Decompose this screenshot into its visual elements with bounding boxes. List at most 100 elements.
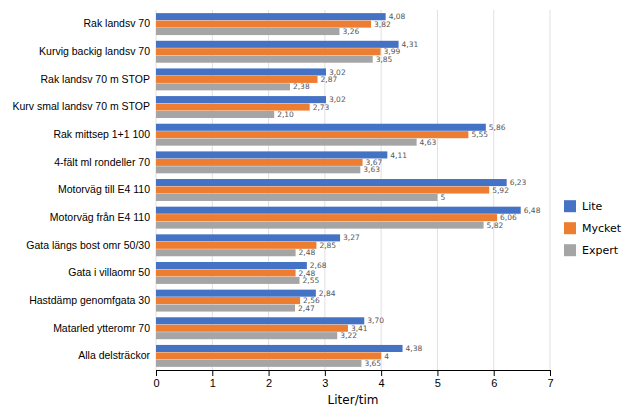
bar-series bbox=[156, 21, 497, 360]
x-axis: 0 1 2 3 4 5 6 7 bbox=[153, 370, 553, 389]
data-label: 6,48 bbox=[524, 206, 541, 215]
bar bbox=[156, 332, 337, 339]
data-label: 3,85 bbox=[376, 55, 393, 64]
x-tick: 0 bbox=[153, 370, 159, 389]
bar bbox=[156, 242, 316, 249]
data-label: 6,23 bbox=[510, 178, 527, 187]
x-tick-mark bbox=[437, 370, 438, 376]
x-tick: 4 bbox=[379, 370, 385, 389]
data-label: 4,08 bbox=[389, 12, 406, 21]
legend-swatch bbox=[564, 244, 576, 256]
bar bbox=[156, 139, 417, 146]
legend-swatch bbox=[564, 222, 576, 234]
y-tick-label: Hastdämp genomfgata 30 bbox=[29, 294, 150, 306]
legend: Lite Mycket Expert bbox=[564, 200, 622, 257]
bar bbox=[156, 345, 403, 352]
y-tick-label: Gata längs bost omr 50/30 bbox=[26, 239, 150, 251]
data-label: 2,47 bbox=[298, 304, 315, 313]
x-tick-label: 5 bbox=[435, 377, 441, 389]
bar bbox=[156, 317, 364, 324]
x-tick-label: 3 bbox=[322, 377, 328, 389]
plot: 4,084,313,023,025,864,116,236,483,272,68… bbox=[12, 10, 553, 389]
bar bbox=[156, 352, 381, 359]
legend-item: Mycket bbox=[564, 222, 622, 235]
data-label: 3,82 bbox=[374, 20, 391, 29]
bar bbox=[156, 262, 307, 269]
bar bbox=[156, 28, 339, 35]
bar bbox=[156, 290, 316, 297]
x-tick-label: 4 bbox=[379, 377, 385, 389]
data-label: 3,02 bbox=[329, 95, 346, 104]
data-label: 4,63 bbox=[420, 138, 437, 147]
grid-line bbox=[550, 10, 551, 370]
legend-label: Mycket bbox=[582, 222, 622, 235]
data-label: 3,70 bbox=[367, 316, 384, 325]
x-tick-label: 2 bbox=[266, 377, 272, 389]
bar bbox=[156, 297, 300, 304]
y-tick-label: Kurv smal landsv 70 m STOP bbox=[12, 100, 150, 112]
bar bbox=[156, 214, 497, 221]
data-label: 4,38 bbox=[406, 344, 423, 353]
x-tick-mark bbox=[325, 370, 326, 376]
bar bbox=[156, 13, 386, 20]
bar-series bbox=[156, 13, 521, 352]
x-tick-mark bbox=[156, 370, 157, 376]
bar bbox=[156, 151, 387, 158]
bar bbox=[156, 21, 371, 28]
data-label: 3,65 bbox=[364, 359, 381, 368]
bar bbox=[156, 234, 340, 241]
data-label: 2,55 bbox=[303, 276, 320, 285]
x-tick: 6 bbox=[491, 370, 497, 389]
bar bbox=[156, 325, 348, 332]
data-label: 5,86 bbox=[489, 123, 506, 132]
data-label: 3,27 bbox=[343, 233, 360, 242]
data-label: 2,48 bbox=[299, 248, 316, 257]
x-tick: 5 bbox=[435, 370, 441, 389]
bar bbox=[156, 249, 296, 256]
bars bbox=[156, 13, 521, 367]
legend-item: Lite bbox=[564, 200, 602, 213]
y-axis: Rak landsv 70 Kurvig backig landsv 70 Rak … bbox=[12, 17, 150, 361]
y-tick: 4-fält ml rondeller 70 bbox=[54, 156, 150, 168]
grid bbox=[156, 10, 550, 370]
data-labels: 4,084,313,023,025,864,116,236,483,272,68… bbox=[277, 12, 540, 368]
y-tick-label: Rak landsv 70 m STOP bbox=[40, 73, 150, 85]
bar bbox=[156, 269, 296, 276]
bar bbox=[156, 68, 326, 75]
y-tick-label: Gata i villaomr 50 bbox=[68, 266, 150, 278]
data-label: 3,26 bbox=[342, 27, 359, 36]
data-label: 4,11 bbox=[390, 151, 407, 160]
x-tick-mark bbox=[269, 370, 270, 376]
data-label: 5 bbox=[440, 193, 445, 202]
bar bbox=[156, 111, 274, 118]
bar bbox=[156, 194, 437, 201]
data-label: 2,38 bbox=[293, 82, 310, 91]
x-tick: 7 bbox=[547, 370, 553, 389]
bar bbox=[156, 48, 381, 55]
bar bbox=[156, 41, 399, 48]
x-tick: 1 bbox=[210, 370, 216, 389]
x-tick-label: 1 bbox=[210, 377, 216, 389]
y-tick-label: Motorväg från E4 110 bbox=[50, 211, 150, 223]
y-tick: Matarled ytteromr 70 bbox=[53, 322, 150, 334]
y-tick: Rak landsv 70 bbox=[83, 17, 150, 29]
x-tick-label: 6 bbox=[491, 377, 497, 389]
y-tick: Hastdämp genomfgata 30 bbox=[29, 294, 150, 306]
y-tick-label: Motorväg till E4 110 bbox=[58, 183, 150, 195]
y-tick: Rak mittsep 1+1 100 bbox=[53, 128, 150, 140]
bar bbox=[156, 360, 361, 367]
data-label: 4 bbox=[384, 352, 389, 361]
bar bbox=[156, 159, 363, 166]
y-tick: Rak landsv 70 m STOP bbox=[40, 73, 150, 85]
x-tick-mark bbox=[212, 370, 213, 376]
data-label: 5,82 bbox=[487, 221, 504, 230]
legend-swatch bbox=[564, 200, 576, 212]
bar bbox=[156, 56, 373, 63]
legend-label: Expert bbox=[582, 244, 619, 257]
y-tick: Motorväg till E4 110 bbox=[58, 183, 150, 195]
y-tick: Gata i villaomr 50 bbox=[68, 266, 150, 278]
y-tick: Motorväg från E4 110 bbox=[50, 211, 150, 223]
bar bbox=[156, 179, 507, 186]
y-tick-label: Kurvig backig landsv 70 bbox=[39, 45, 150, 57]
bar-series bbox=[156, 28, 484, 367]
